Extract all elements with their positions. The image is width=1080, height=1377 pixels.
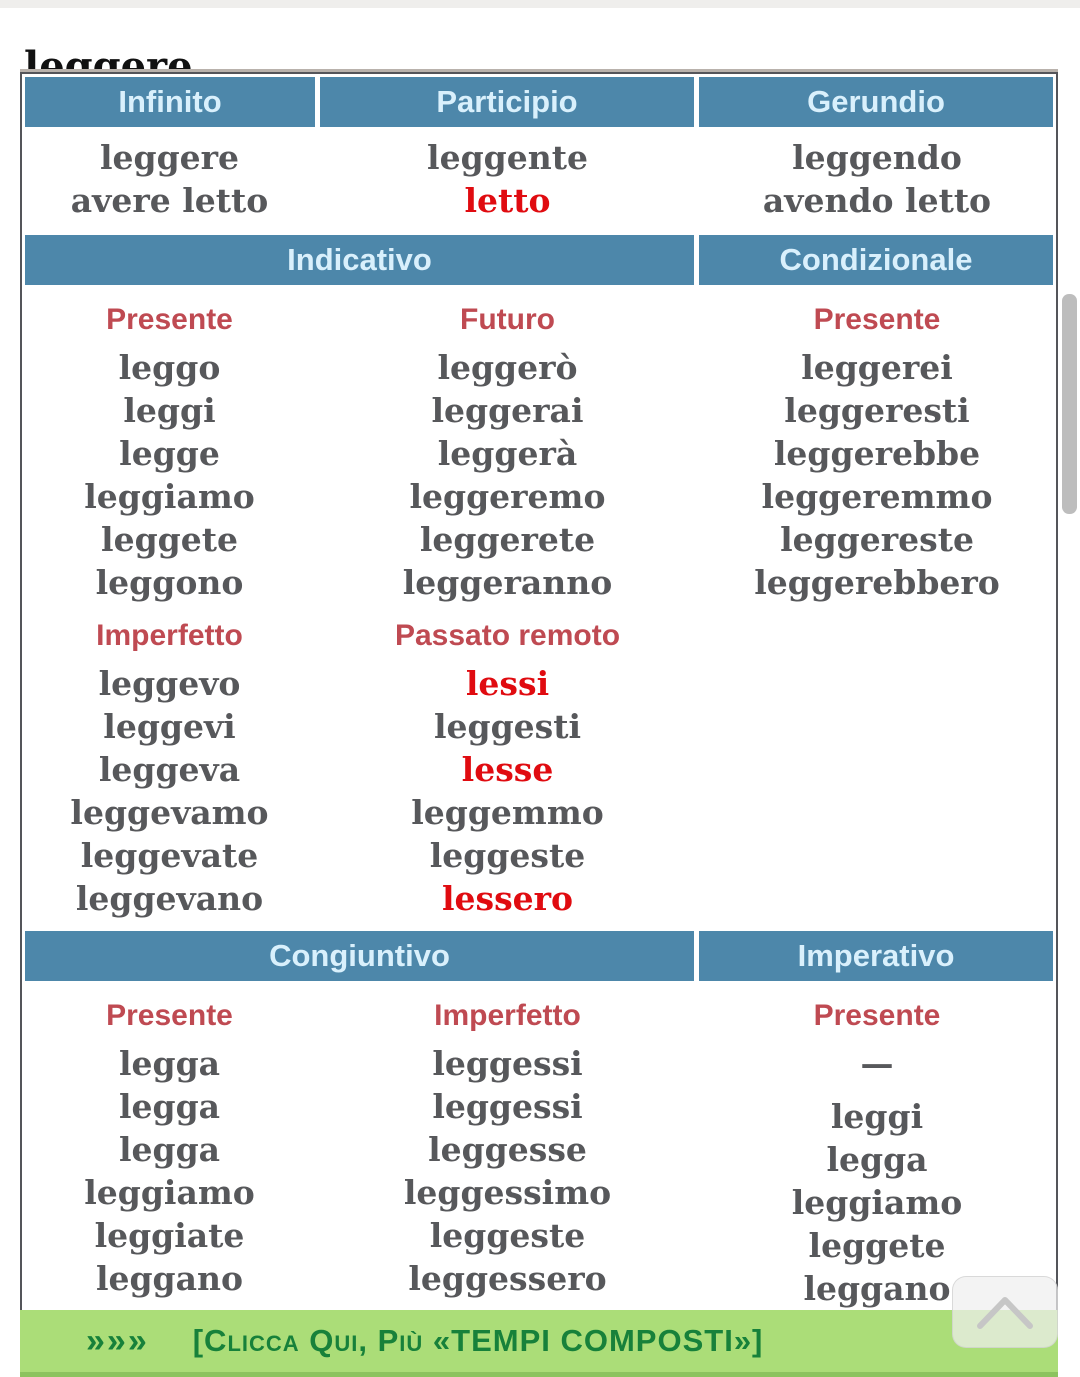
verb-form: leggereste: [780, 520, 974, 559]
indicativo-condizionale-section: Presente leggo leggi legge leggiamo legg…: [22, 288, 1056, 920]
verb-form: leggano: [95, 1259, 244, 1298]
tempi-composti-link-label: [Clicca Qui, Più «TEMPI COMPOSTI»]: [192, 1323, 764, 1358]
verb-form: leggano: [803, 1269, 951, 1308]
verb-form: legge: [119, 434, 220, 473]
verb-form: leggete: [101, 520, 238, 559]
verb-form: leggeste: [429, 1216, 586, 1255]
verb-form: leggeranno: [402, 563, 613, 602]
verb-form: leggessi: [432, 1087, 583, 1126]
participio-cell: leggente letto: [317, 130, 698, 232]
verb-form: leggeremo: [409, 477, 606, 516]
chevron-up-icon: [977, 1297, 1033, 1329]
header-row-nonfinite: Infinito Participio Gerundio: [22, 74, 1056, 130]
chevrons-right-icon: »»»: [86, 1321, 149, 1360]
verb-form: leggerebbe: [773, 434, 981, 473]
verb-form: avere letto: [70, 181, 269, 220]
verb-form: leggevate: [80, 836, 259, 875]
verb-form: leggiate: [94, 1216, 245, 1255]
verb-form: leggerete: [419, 520, 596, 559]
verb-form: avendo letto: [762, 181, 992, 220]
verb-form: leggessero: [408, 1259, 607, 1298]
verb-form: leggerò: [437, 348, 578, 387]
verb-form: leggerebbero: [754, 563, 1000, 602]
verb-form: leggevi: [103, 707, 236, 746]
indicativo-col1: Presente leggo leggi legge leggiamo legg…: [22, 288, 317, 920]
verb-form: legga: [826, 1140, 928, 1179]
vertical-scrollbar-thumb[interactable]: [1062, 294, 1077, 514]
verb-form-irregular: lesse: [461, 750, 554, 789]
indicativo-col2: Futuro leggerò leggerai leggerà leggerem…: [317, 288, 698, 920]
verb-form: leggemmo: [411, 793, 604, 832]
header-participio: Participio: [320, 77, 694, 127]
verb-form: leggiamo: [84, 477, 255, 516]
verb-form: leggerei: [801, 348, 953, 387]
tense-label-presente: Presente: [813, 999, 941, 1032]
verb-form-irregular: letto: [464, 181, 551, 220]
verb-form: leggiamo: [791, 1183, 963, 1222]
verb-form: leggi: [830, 1097, 924, 1136]
verb-form: legga: [118, 1130, 221, 1169]
header-imperativo: Imperativo: [699, 931, 1053, 981]
verb-form: leggessi: [432, 1044, 583, 1083]
congiuntivo-imperativo-section: Presente legga legga legga leggiamo legg…: [22, 984, 1056, 1310]
tempi-composti-link-bar[interactable]: »»» [Clicca Qui, Più «TEMPI COMPOSTI»]: [20, 1310, 1058, 1377]
tense-label-imperfetto: Imperfetto: [434, 999, 581, 1032]
verb-form: leggiamo: [84, 1173, 255, 1212]
verb-form: leggendo: [792, 138, 962, 177]
nonfinite-forms-row: leggere avere letto leggente letto legge…: [22, 130, 1056, 232]
verb-form-empty: —: [860, 1044, 894, 1083]
verb-form-irregular: lessero: [441, 879, 574, 918]
verb-form: leggerà: [437, 434, 578, 473]
verb-form: leggesse: [428, 1130, 587, 1169]
verb-form: leggevamo: [70, 793, 269, 832]
verb-form: leggeva: [98, 750, 241, 789]
header-congiuntivo: Congiuntivo: [25, 931, 694, 981]
verb-form: leggerai: [431, 391, 584, 430]
tense-label-presente: Presente: [813, 303, 941, 336]
top-edge-strip: [0, 0, 1080, 8]
congiuntivo-col2: Imperfetto leggessi leggessi leggesse le…: [317, 984, 698, 1310]
infinito-cell: leggere avere letto: [22, 130, 317, 232]
verb-form: leggevo: [98, 664, 241, 703]
verb-form: leggono: [95, 563, 244, 602]
verb-form: leggessimo: [403, 1173, 612, 1212]
verb-form: leggere: [99, 138, 240, 177]
conjugation-table: Infinito Participio Gerundio leggere ave…: [20, 72, 1058, 1320]
verb-form: leggeresti: [784, 391, 970, 430]
verb-form-irregular: lessi: [465, 664, 550, 703]
header-condizionale: Condizionale: [699, 235, 1053, 285]
tense-label-passato-remoto: Passato remoto: [394, 619, 621, 652]
header-indicativo: Indicativo: [25, 235, 694, 285]
verb-form: leggente: [427, 138, 588, 177]
imperativo-col: Presente — leggi legga leggiamo leggete …: [698, 984, 1056, 1310]
section-gap: [22, 920, 1056, 928]
header-row-congiuntivo: Congiuntivo Imperativo: [22, 928, 1056, 984]
verb-form: leggeremmo: [761, 477, 993, 516]
tense-label-presente: Presente: [106, 999, 233, 1032]
verb-form: leggevano: [75, 879, 264, 918]
verb-form: leggesti: [433, 707, 582, 746]
tense-label-presente: Presente: [106, 303, 233, 336]
verb-form: legga: [118, 1087, 221, 1126]
header-gerundio: Gerundio: [699, 77, 1053, 127]
verb-form: leggeste: [429, 836, 586, 875]
verb-form: leggete: [808, 1226, 946, 1265]
header-infinito: Infinito: [25, 77, 315, 127]
header-row-indicativo: Indicativo Condizionale: [22, 232, 1056, 288]
condizionale-col: Presente leggerei leggeresti leggerebbe …: [698, 288, 1056, 920]
tense-label-imperfetto: Imperfetto: [96, 619, 243, 652]
verb-form: legga: [118, 1044, 221, 1083]
verb-form: leggi: [123, 391, 216, 430]
verb-form: leggo: [118, 348, 221, 387]
scroll-to-top-button[interactable]: [952, 1276, 1058, 1348]
gerundio-cell: leggendo avendo letto: [698, 130, 1056, 232]
tense-label-futuro: Futuro: [460, 303, 555, 336]
congiuntivo-col1: Presente legga legga legga leggiamo legg…: [22, 984, 317, 1310]
